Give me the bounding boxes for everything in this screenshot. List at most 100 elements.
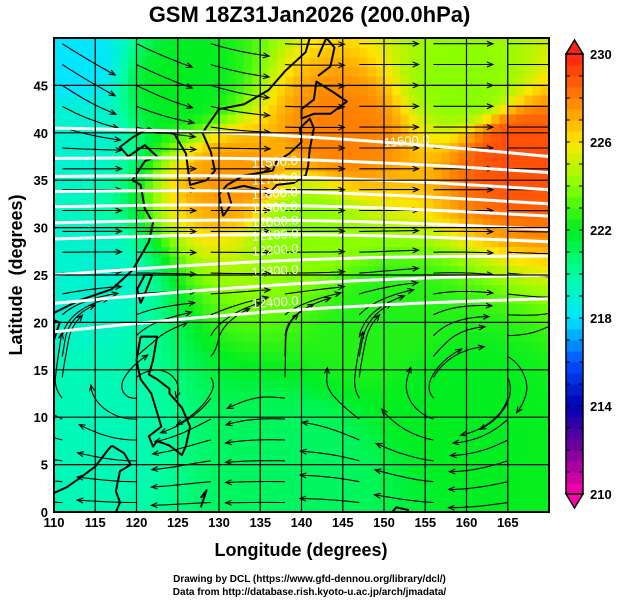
field-cell: [499, 151, 509, 162]
contour-label: 11500.0: [251, 153, 298, 171]
field-cell: [400, 493, 410, 504]
field-cell: [268, 123, 278, 134]
field-cell: [375, 57, 385, 68]
field-cell: [483, 199, 492, 210]
field-cell: [351, 407, 360, 418]
x-tick-label: 115: [85, 515, 106, 530]
field-cell: [276, 237, 286, 248]
field-cell: [252, 502, 261, 512]
field-cell: [62, 398, 72, 409]
field-cell: [318, 104, 327, 115]
streamline: [428, 348, 462, 399]
field-cell: [334, 464, 344, 475]
field-cell: [309, 388, 319, 399]
field-cell: [458, 426, 468, 437]
field-cell: [194, 474, 204, 485]
field-cell: [276, 502, 286, 512]
y-tick-label: 35: [34, 173, 48, 188]
field-cell: [243, 189, 253, 200]
field-cell: [433, 170, 443, 181]
field-cell: [293, 275, 303, 286]
field-cell: [210, 275, 220, 286]
field-cell: [78, 436, 88, 447]
field-cell: [103, 455, 113, 466]
field-cell: [285, 57, 294, 68]
field-cell: [367, 75, 377, 86]
field-cell: [243, 38, 253, 49]
field-cell: [194, 57, 204, 68]
field-cell: [87, 398, 96, 409]
colorbar-segment: [566, 252, 583, 264]
field-cell: [466, 170, 476, 181]
streamline: [210, 63, 270, 78]
field-cell: [441, 294, 451, 305]
colorbar-segment: [566, 98, 583, 110]
field-cell: [235, 275, 245, 286]
field-cell: [458, 85, 468, 96]
field-cell: [507, 57, 517, 68]
field-cell: [367, 483, 377, 494]
y-tick-label: 45: [34, 78, 48, 93]
field-cell: [161, 294, 171, 305]
streamline-arrow: [108, 90, 117, 97]
y-tick-label: 5: [41, 458, 48, 473]
field-cell: [285, 75, 294, 86]
field-cell: [293, 142, 303, 153]
field-cell: [532, 379, 542, 390]
field-cell: [260, 474, 270, 485]
streamline: [210, 43, 270, 57]
field-cell: [491, 170, 501, 181]
field-cell: [375, 426, 385, 437]
field-cell: [367, 113, 377, 124]
field-cell: [491, 85, 501, 96]
field-cell: [54, 436, 63, 447]
field-cell: [293, 94, 303, 105]
field-cell: [301, 436, 311, 447]
field-cell: [161, 85, 171, 96]
field-cell: [285, 341, 294, 352]
field-cell: [120, 189, 129, 200]
field-cell: [326, 331, 336, 342]
field-cell: [367, 265, 377, 276]
field-cell: [532, 94, 542, 105]
field-cell: [136, 246, 146, 257]
field-cell: [227, 57, 237, 68]
streamline-arrow: [263, 287, 272, 294]
field-cell: [532, 208, 542, 219]
field-cell: [309, 170, 319, 181]
colorbar-segment: [566, 285, 583, 297]
field-cell: [293, 151, 303, 162]
field-cell: [128, 142, 138, 153]
field-cell: [95, 341, 105, 352]
field-cell: [276, 218, 286, 229]
field-cell: [276, 407, 286, 418]
field-cell: [351, 350, 360, 361]
field-cell: [78, 142, 88, 153]
field-cell: [367, 369, 377, 380]
field-cell: [351, 474, 360, 485]
field-cell: [111, 85, 121, 96]
field-cell: [540, 303, 549, 314]
field-cell: [342, 284, 352, 295]
field-cell: [252, 483, 261, 494]
streamline-arrow: [412, 103, 421, 110]
field-cell: [507, 104, 517, 115]
field-cell: [227, 388, 237, 399]
field-cell: [235, 312, 245, 323]
field-cell: [441, 170, 451, 181]
field-cell: [169, 369, 179, 380]
streamline: [433, 316, 490, 337]
field-cell: [78, 199, 88, 210]
field-cell: [260, 407, 270, 418]
field-cell: [136, 256, 146, 267]
field-cell: [441, 464, 451, 475]
field-cell: [334, 379, 344, 390]
field-cell: [532, 57, 542, 68]
field-cell: [194, 483, 204, 494]
field-cell: [425, 180, 435, 191]
field-cell: [540, 218, 549, 229]
field-cell: [351, 360, 360, 371]
field-cell: [276, 85, 286, 96]
field-cell: [136, 94, 146, 105]
field-cell: [128, 294, 138, 305]
